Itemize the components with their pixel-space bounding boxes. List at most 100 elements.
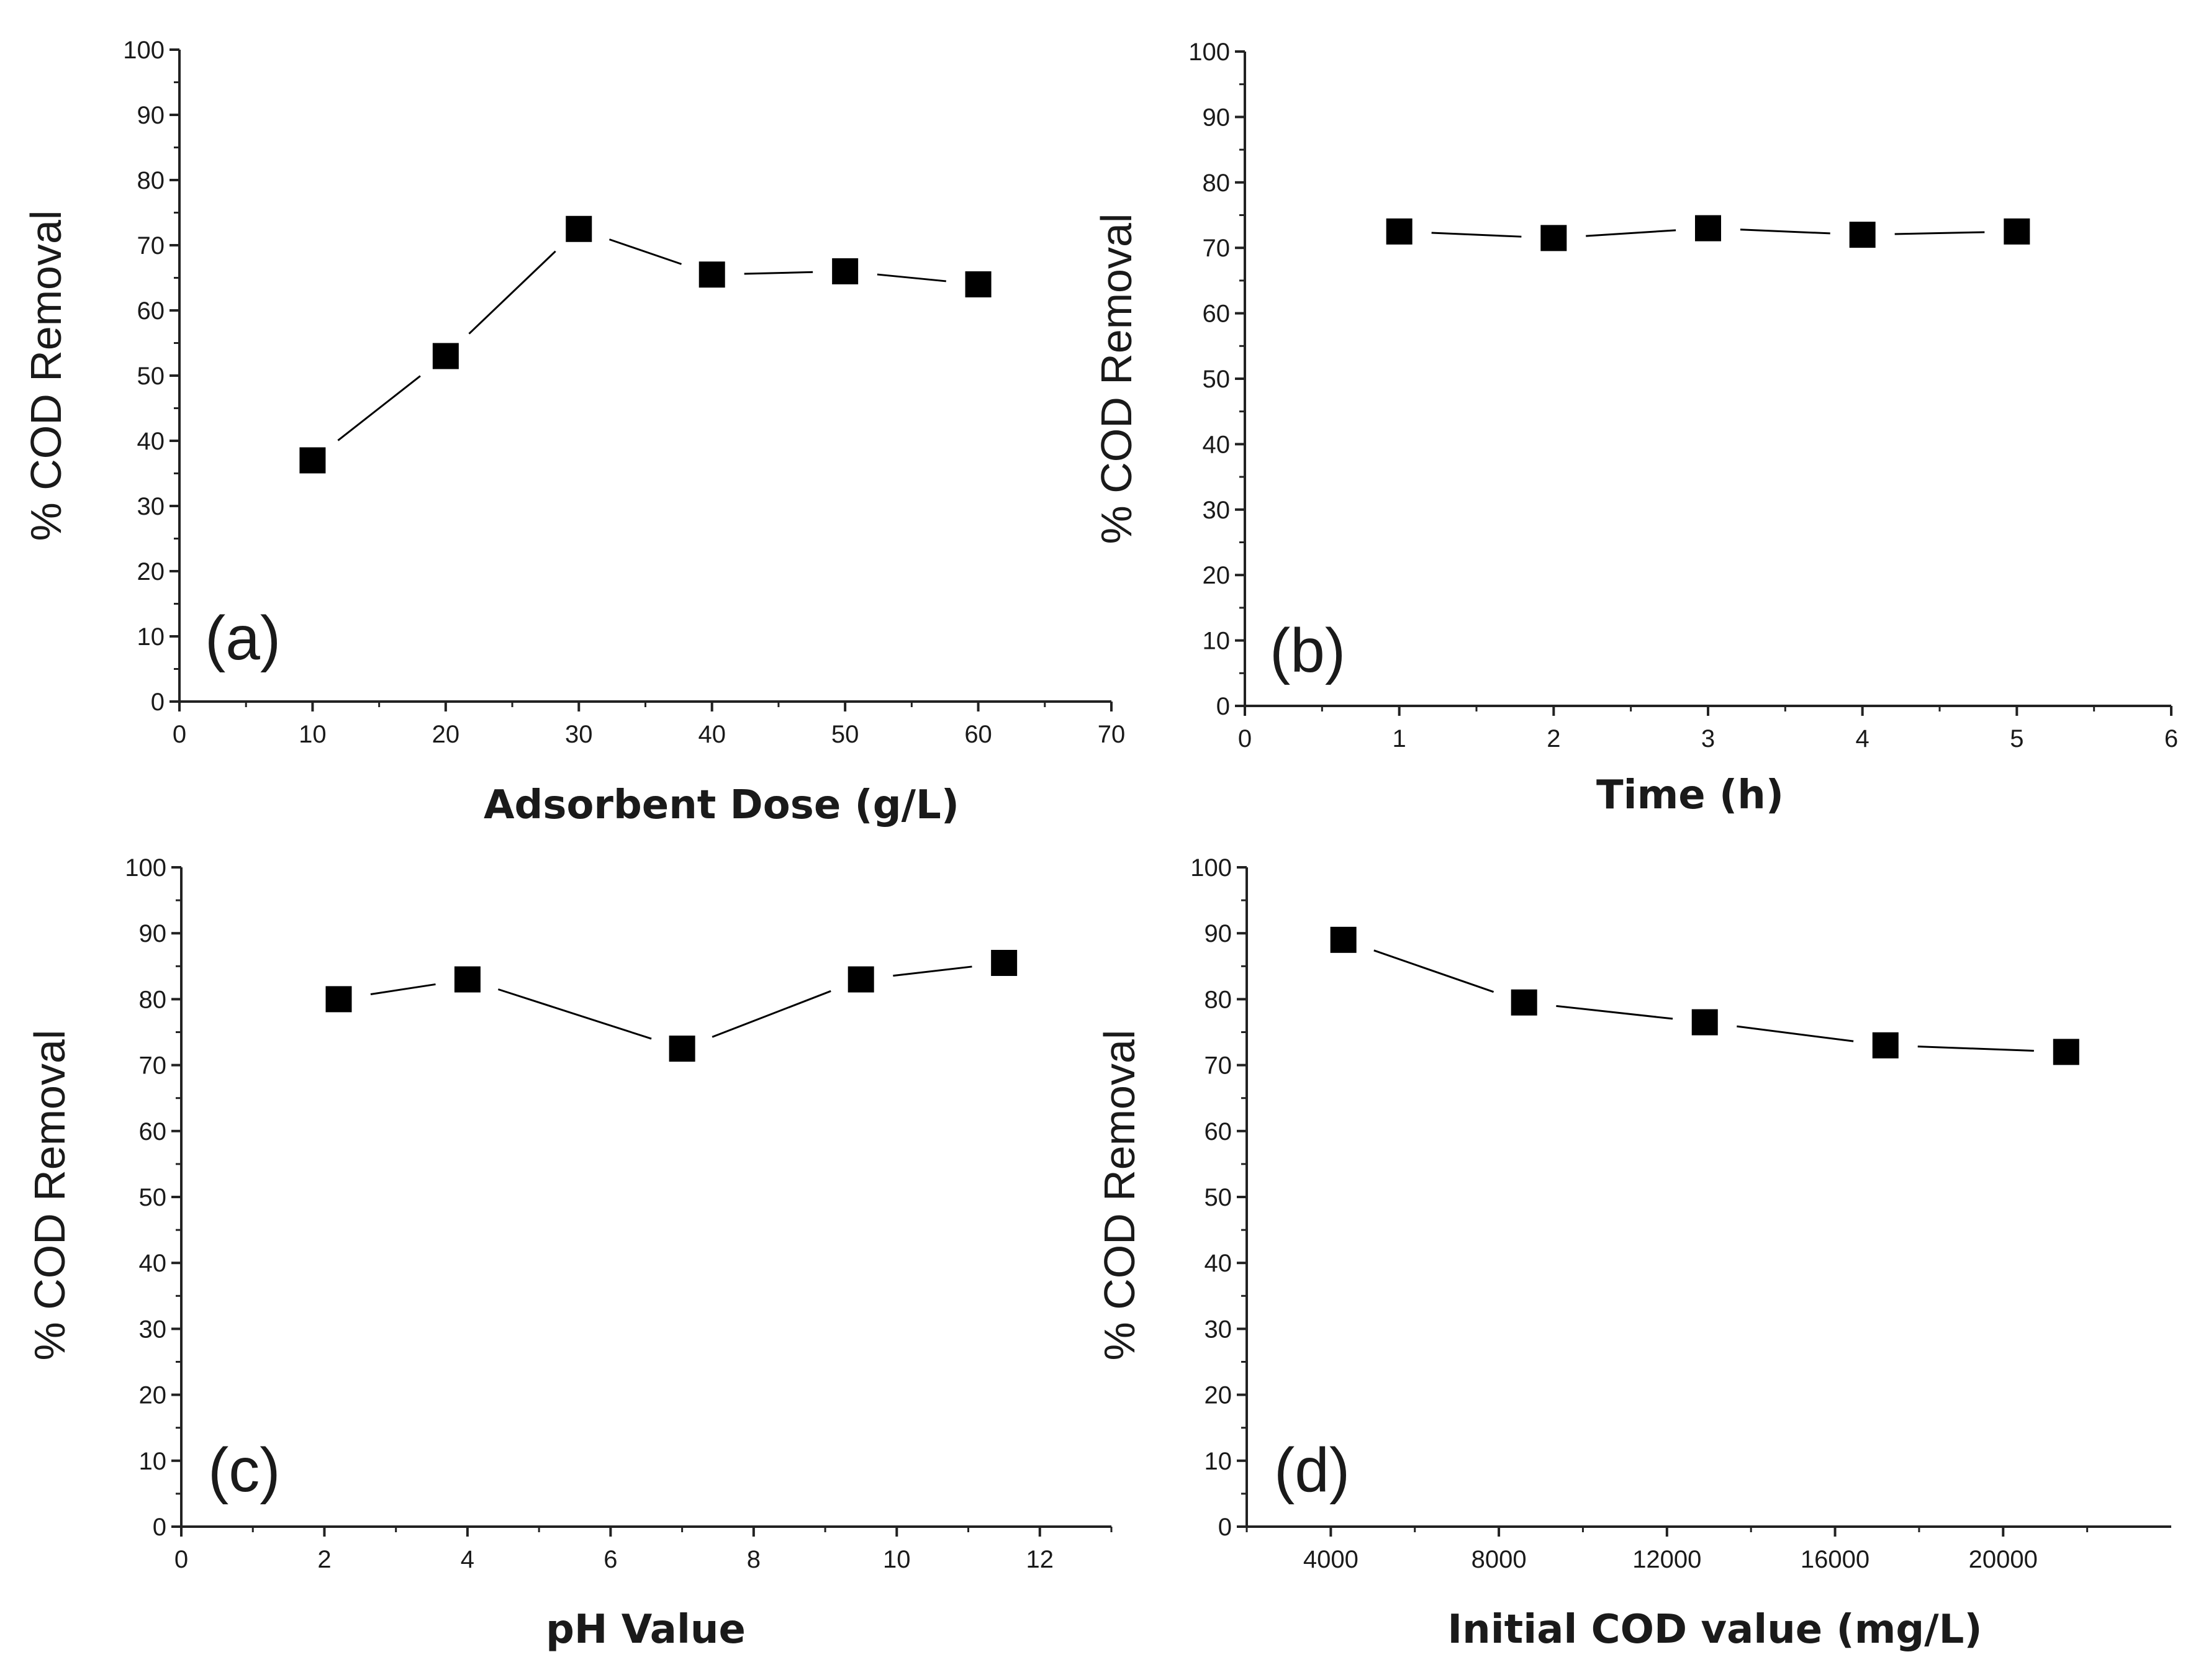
x-tick-label-a: 40 [698,721,726,748]
x-tick-label-c: 2 [317,1546,331,1573]
x-tick-label-a: 60 [964,721,992,748]
y-tick-label-a: 70 [137,232,165,260]
series-d [1330,926,2079,1065]
y-axis-label-d: % COD Removal [1095,1030,1144,1361]
data-point-a [965,271,992,297]
y-tick-label-d: 20 [1205,1382,1232,1409]
series-b [1386,215,2030,251]
x-tick-label-a: 30 [565,721,593,748]
y-tick-label-c: 10 [139,1448,167,1475]
panel-b: 0 10 20 30 40 50 60 70 80 90 100 0 1 2 3 4 5 6 Time (h) %… [1092,38,2178,818]
panel-a: 0 10 20 30 40 50 60 70 80 90 100 0 10 20 30 40 50 60 70 Ad… [22,37,1125,828]
y-tick-label-a: 20 [137,558,165,585]
y-tick-label-c: 30 [139,1316,167,1343]
x-tick-label-c: 0 [174,1546,188,1573]
x-tick-label-c: 4 [461,1546,474,1573]
y-tick-label-c: 70 [139,1052,167,1080]
panel-label-c: (c) [208,1435,281,1505]
data-point-d [2053,1039,2079,1065]
x-tick-label-d: 4000 [1303,1546,1358,1573]
y-tick-label-d: 0 [1218,1514,1232,1541]
x-tick-label-d: 16000 [1801,1546,1869,1573]
series-line-segment-b [1740,228,1830,235]
data-point-a [566,215,592,242]
series-line-segment-c [712,990,831,1038]
series-line-segment-b [1431,232,1522,238]
y-tick-label-d: 40 [1205,1250,1232,1277]
series-line-segment-b [1586,229,1676,237]
x-tick-label-a: 10 [299,721,327,748]
y-tick-label-a: 50 [137,363,165,390]
y-tick-label-b: 70 [1203,235,1231,262]
x-tick-label-c: 8 [747,1546,761,1573]
x-tick-label-b: 5 [2010,725,2023,752]
y-axis-label-a: % COD Removal [22,210,70,541]
y-tick-label-a: 90 [137,102,165,129]
y-tick-label-a: 80 [137,167,165,194]
data-point-c [454,966,481,993]
x-tick-label-b: 4 [1856,725,1869,752]
y-tick-label-a: 0 [151,689,165,716]
data-point-a [832,258,859,284]
x-tick-label-c: 12 [1026,1546,1054,1573]
x-tick-label-b: 1 [1393,725,1406,752]
y-tick-label-b: 80 [1203,169,1231,197]
y-tick-label-a: 100 [123,37,165,64]
ticks-a: 0 10 20 30 40 50 60 70 80 90 100 0 10 20 30 40 50 60 70 [123,37,1125,748]
x-tick-label-a: 50 [831,721,859,748]
y-tick-label-b: 0 [1216,693,1230,720]
y-tick-label-c: 60 [139,1118,167,1145]
series-line-segment-b [1894,231,1985,235]
data-point-b [1695,215,1721,242]
y-tick-label-c: 80 [139,986,167,1013]
y-tick-label-d: 30 [1205,1316,1232,1343]
series-line-segment-c [893,965,972,977]
series-line-segment-a [608,238,682,265]
y-tick-label-b: 60 [1203,300,1231,328]
data-point-b [1540,225,1567,251]
series-line-segment-d [1373,949,1494,993]
y-tick-label-b: 40 [1203,431,1231,458]
data-point-a [698,261,725,288]
panel-c: 0 10 20 30 40 50 60 70 80 90 100 0 2 4 6 8 10 12 pH Value… [25,854,1113,1653]
ticks-c: 0 10 20 30 40 50 60 70 80 90 100 0 2 4 6 8 10 12 [125,854,1113,1573]
series-line-segment-a [744,271,813,275]
x-tick-label-b: 2 [1547,725,1560,752]
data-point-a [432,343,459,369]
data-point-c [848,966,874,993]
data-point-c [325,986,352,1013]
ticks-d: 0 10 20 30 40 50 60 70 80 90 100 4000 8000 12000 16000… [1190,854,2089,1573]
y-tick-label-c: 0 [153,1514,166,1541]
data-point-b [2004,218,2030,245]
y-tick-label-c: 40 [139,1250,167,1277]
panel-label-b: (b) [1270,616,1345,685]
x-tick-label-b: 6 [2164,725,2178,752]
x-tick-label-d: 12000 [1632,1546,1701,1573]
panel-label-d: (d) [1274,1435,1350,1505]
series-line-segment-d [1737,1025,1854,1042]
x-tick-label-d: 8000 [1471,1546,1527,1573]
x-tick-label-a: 0 [173,721,186,748]
y-tick-label-d: 80 [1205,986,1232,1013]
x-axis-label-b: Time (h) [1596,772,1784,818]
y-axis-label-c: % COD Removal [25,1030,74,1361]
y-tick-label-d: 90 [1205,920,1232,947]
x-tick-label-d: 20000 [1969,1546,2038,1573]
y-tick-label-d: 70 [1205,1052,1232,1080]
y-tick-label-b: 100 [1188,38,1230,66]
panel-label-a: (a) [205,603,281,673]
y-tick-label-b: 50 [1203,366,1231,393]
series-line-segment-c [370,983,436,995]
y-tick-label-b: 90 [1203,104,1231,131]
series-c [325,949,1018,1062]
y-tick-label-a: 40 [137,428,165,455]
series-line-segment-d [1917,1045,2034,1052]
data-point-b [1386,218,1413,245]
y-tick-label-d: 60 [1205,1118,1232,1145]
y-tick-label-c: 50 [139,1184,167,1211]
y-tick-label-d: 10 [1205,1448,1232,1475]
data-point-c [991,949,1018,976]
x-tick-label-c: 10 [883,1546,911,1573]
